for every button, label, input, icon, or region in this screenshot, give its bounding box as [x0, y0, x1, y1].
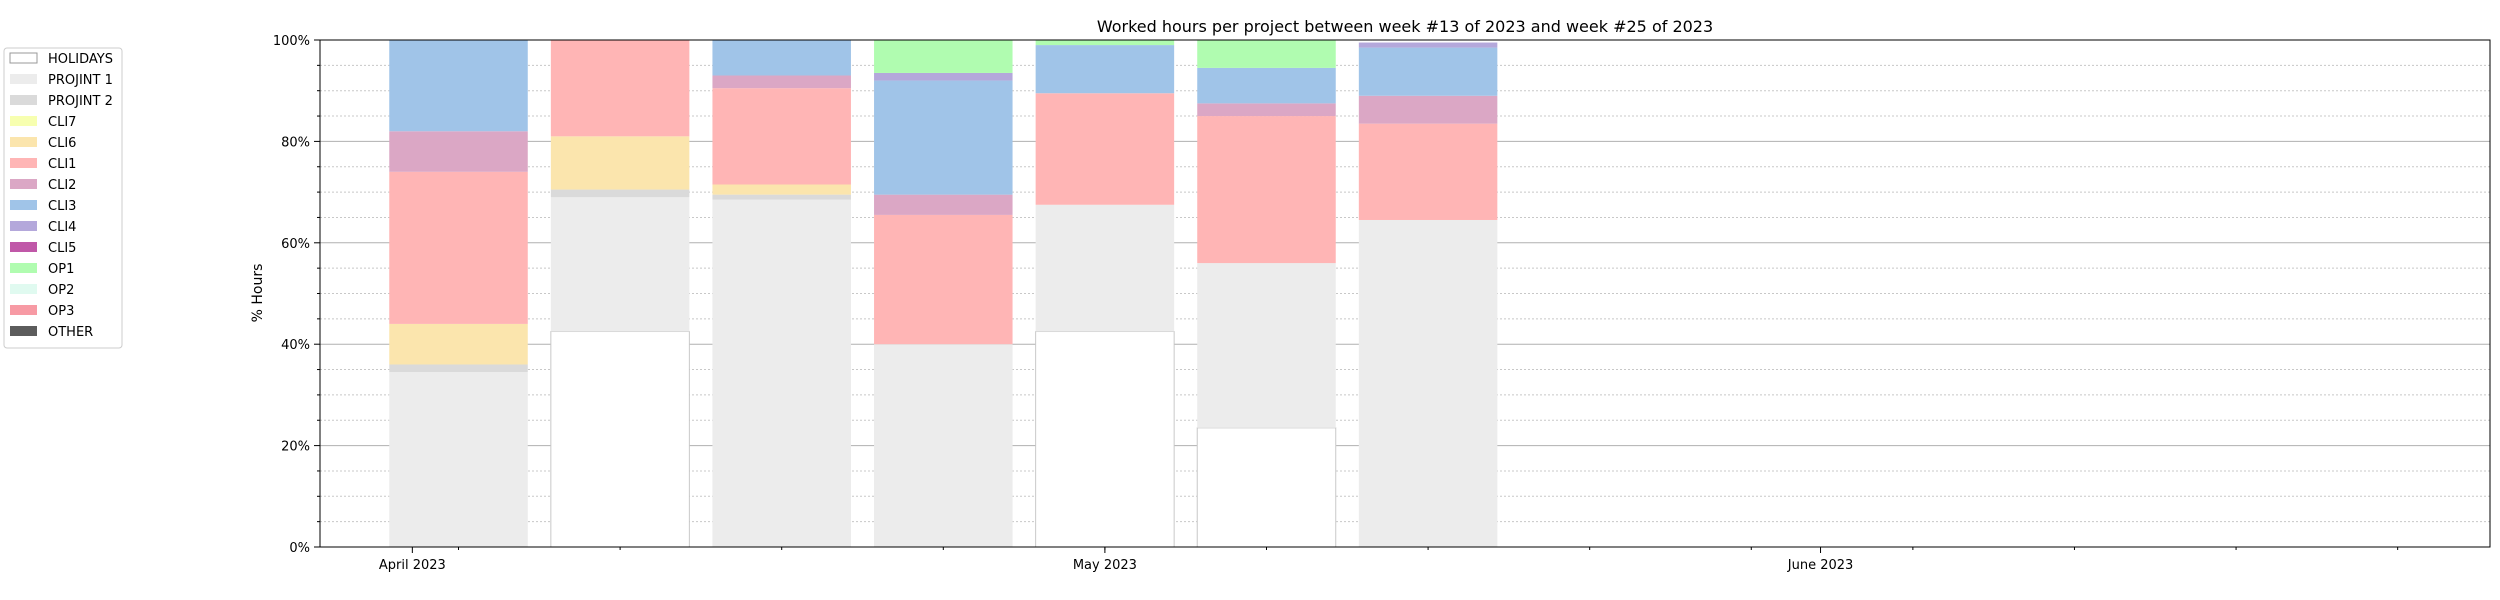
bar-segment-projint-1 [389, 372, 528, 547]
legend-swatch [10, 242, 37, 252]
legend-frame [3, 47, 123, 349]
bar-segment-projint-2 [550, 189, 690, 198]
bars [389, 40, 1498, 548]
legend-swatch [10, 95, 37, 105]
bar-segment-holidays [1035, 331, 1175, 548]
x-axis: April 2023 May 2023 June 2023 [379, 547, 2399, 573]
y-axis-label: % Hours [250, 264, 266, 323]
legend-swatch [10, 221, 37, 231]
x-tick-label: April 2023 [379, 558, 446, 573]
legend-swatch [10, 305, 37, 315]
bar-segment-projint-2 [712, 194, 851, 200]
chart-title: Worked hours per project between week #1… [1097, 17, 1713, 36]
y-tick-label: 60% [281, 237, 310, 252]
bar-segment-op1 [1197, 40, 1336, 68]
legend-label: OTHER [48, 325, 93, 340]
legend-label: PROJINT 1 [48, 73, 113, 88]
y-tick-label: 0% [289, 541, 310, 556]
bar-segment-cli1 [874, 214, 1013, 345]
bar-segment-cli6 [550, 136, 690, 190]
bar-segment-cli3 [1197, 67, 1336, 104]
legend-label: OP2 [48, 283, 74, 298]
y-tick-label: 100% [273, 34, 310, 49]
bar-segment-cli1 [550, 40, 690, 137]
legend-label: CLI4 [48, 220, 76, 235]
legend-label: OP3 [48, 304, 74, 319]
bar-segment-cli2 [389, 131, 528, 172]
bar-segment-cli3 [389, 40, 528, 132]
legend-swatch [9, 52, 38, 64]
legend-label: PROJINT 2 [48, 94, 113, 109]
bar-segment-projint-2 [389, 364, 528, 373]
legend-swatch [10, 116, 37, 126]
legend-swatch [10, 74, 37, 84]
bar-segment-cli2 [712, 75, 851, 89]
bar-segment-cli6 [389, 323, 528, 365]
bar-segment-projint-1 [1035, 204, 1175, 332]
legend-swatch [10, 158, 37, 168]
y-axis: 0% 20% 40% 60% 80% 100% [273, 34, 320, 556]
bar-segment-cli1 [1197, 116, 1336, 264]
x-tick-label: May 2023 [1073, 558, 1137, 573]
bar-segment-cli6 [712, 184, 851, 195]
bar-segment-cli3 [1358, 47, 1498, 96]
bar-segment-projint-1 [1197, 263, 1336, 428]
bar-segment-projint-1 [1358, 219, 1498, 548]
legend: HOLIDAYS PROJINT 1 PROJINT 2 CLI7 CLI6 CLI1 CL… [3, 47, 123, 349]
bar-segment-cli1 [712, 88, 851, 185]
bar-segment-cli1 [1035, 93, 1175, 205]
legend-label: OP1 [48, 262, 74, 277]
legend-label: CLI6 [48, 136, 76, 151]
legend-swatch [10, 284, 37, 294]
bar-segment-cli4 [1358, 42, 1498, 48]
y-tick-label: 80% [281, 135, 310, 150]
legend-label: CLI3 [48, 199, 76, 214]
legend-label: HOLIDAYS [48, 52, 113, 67]
x-tick-label: June 2023 [1787, 558, 1854, 573]
bar-segment-cli2 [874, 194, 1013, 215]
bar-segment-op1 [1035, 40, 1175, 46]
bar-segment-cli1 [1358, 123, 1498, 220]
legend-label: CLI7 [48, 115, 76, 130]
bar-segment-projint-1 [550, 197, 690, 332]
legend-swatch [10, 137, 37, 147]
legend-swatch [10, 263, 37, 273]
bar-segment-projint-1 [712, 199, 851, 547]
bar-segment-holidays [1196, 427, 1337, 548]
y-tick-label: 20% [281, 440, 310, 455]
bar-segment-cli2 [1358, 95, 1498, 124]
bar-segment-cli3 [1035, 45, 1175, 94]
y-tick-label: 40% [281, 338, 310, 353]
bar-segment-cli2 [1197, 103, 1336, 117]
bar-segment-op1 [874, 40, 1013, 73]
legend-swatch [10, 326, 37, 336]
bar-segment-cli3 [712, 40, 851, 76]
bar-segment-cli3 [874, 80, 1013, 195]
legend-label: CLI1 [48, 157, 76, 172]
bar-segment-cli1 [389, 171, 528, 324]
legend-label: CLI2 [48, 178, 76, 193]
legend-swatch [10, 200, 37, 210]
bar-segment-projint-1 [874, 344, 1013, 547]
legend-swatch [10, 179, 37, 189]
legend-label: CLI5 [48, 241, 76, 256]
bar-segment-holidays [550, 331, 690, 548]
bar-segment-cli4 [874, 72, 1013, 81]
